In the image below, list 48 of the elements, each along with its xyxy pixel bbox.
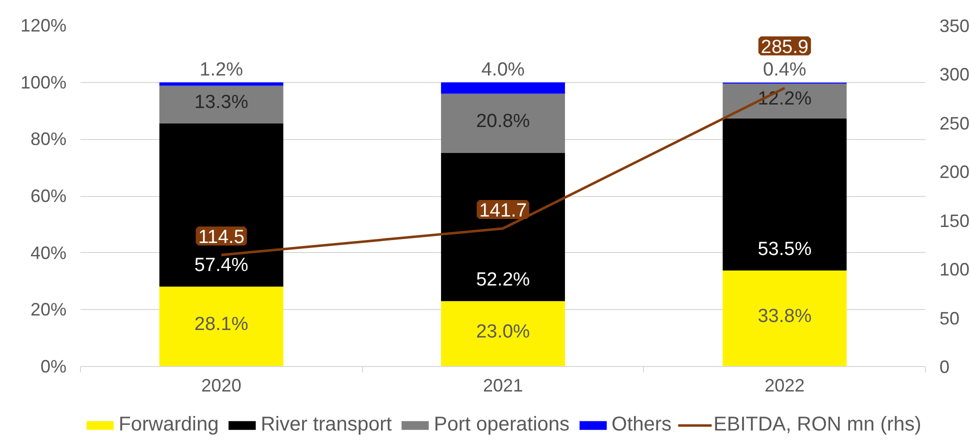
y2-tick-label: 300 [940,64,970,85]
y2-tick-label: 100 [940,260,970,280]
y-tick-label: 80% [30,129,67,150]
legend-label: Port operations [434,413,570,436]
bar [441,301,565,366]
y-tick-label: 20% [30,300,67,320]
y-tick-label: 120% [20,16,67,36]
y-tick-label: 40% [30,242,67,263]
bar [159,86,284,124]
data-label: 23.0% [476,321,530,342]
y2-tick-label: 50 [940,308,960,328]
bar [722,118,847,270]
data-label: 0.4% [763,60,806,81]
legend-label: River transport [260,413,392,436]
y-tick-label: 100% [20,72,67,92]
bar [441,94,565,153]
bar [441,82,565,94]
data-label: 20.8% [476,110,530,132]
bar [159,286,284,366]
bar [441,152,565,302]
data-label: 13.3% [194,92,248,114]
y-tick-label: 0% [40,356,66,376]
y2-tick-label: 350 [940,16,970,36]
legend-label: Others [612,413,672,436]
legend-label: EBITDA, RON mn (rhs) [714,413,922,436]
data-label: 33.8% [758,306,812,327]
bar [159,124,284,287]
data-label: 52.2% [476,270,530,291]
x-tick-label: 2021 [482,376,524,396]
data-label: 53.5% [758,238,812,260]
data-label: 12.2% [758,88,812,110]
data-label: 4.0% [481,59,525,80]
legend-label: Forwarding [118,413,219,436]
data-label: 141.7 [479,200,527,222]
data-label: 285.9 [760,36,808,58]
x-tick-label: 2020 [201,376,242,396]
data-label: 1.2% [200,59,244,80]
data-label: 57.4% [194,255,248,276]
y2-tick-label: 150 [940,210,970,231]
bar [722,84,847,118]
y2-tick-label: 250 [940,113,970,134]
x-tick-label: 2022 [764,376,805,396]
y2-tick-label: 200 [940,162,970,182]
data-label: 28.1% [194,314,248,336]
data-label: 114.5 [198,226,244,248]
y-tick-label: 60% [30,186,67,206]
y2-tick-label: 0 [940,357,950,377]
bar [722,270,847,366]
